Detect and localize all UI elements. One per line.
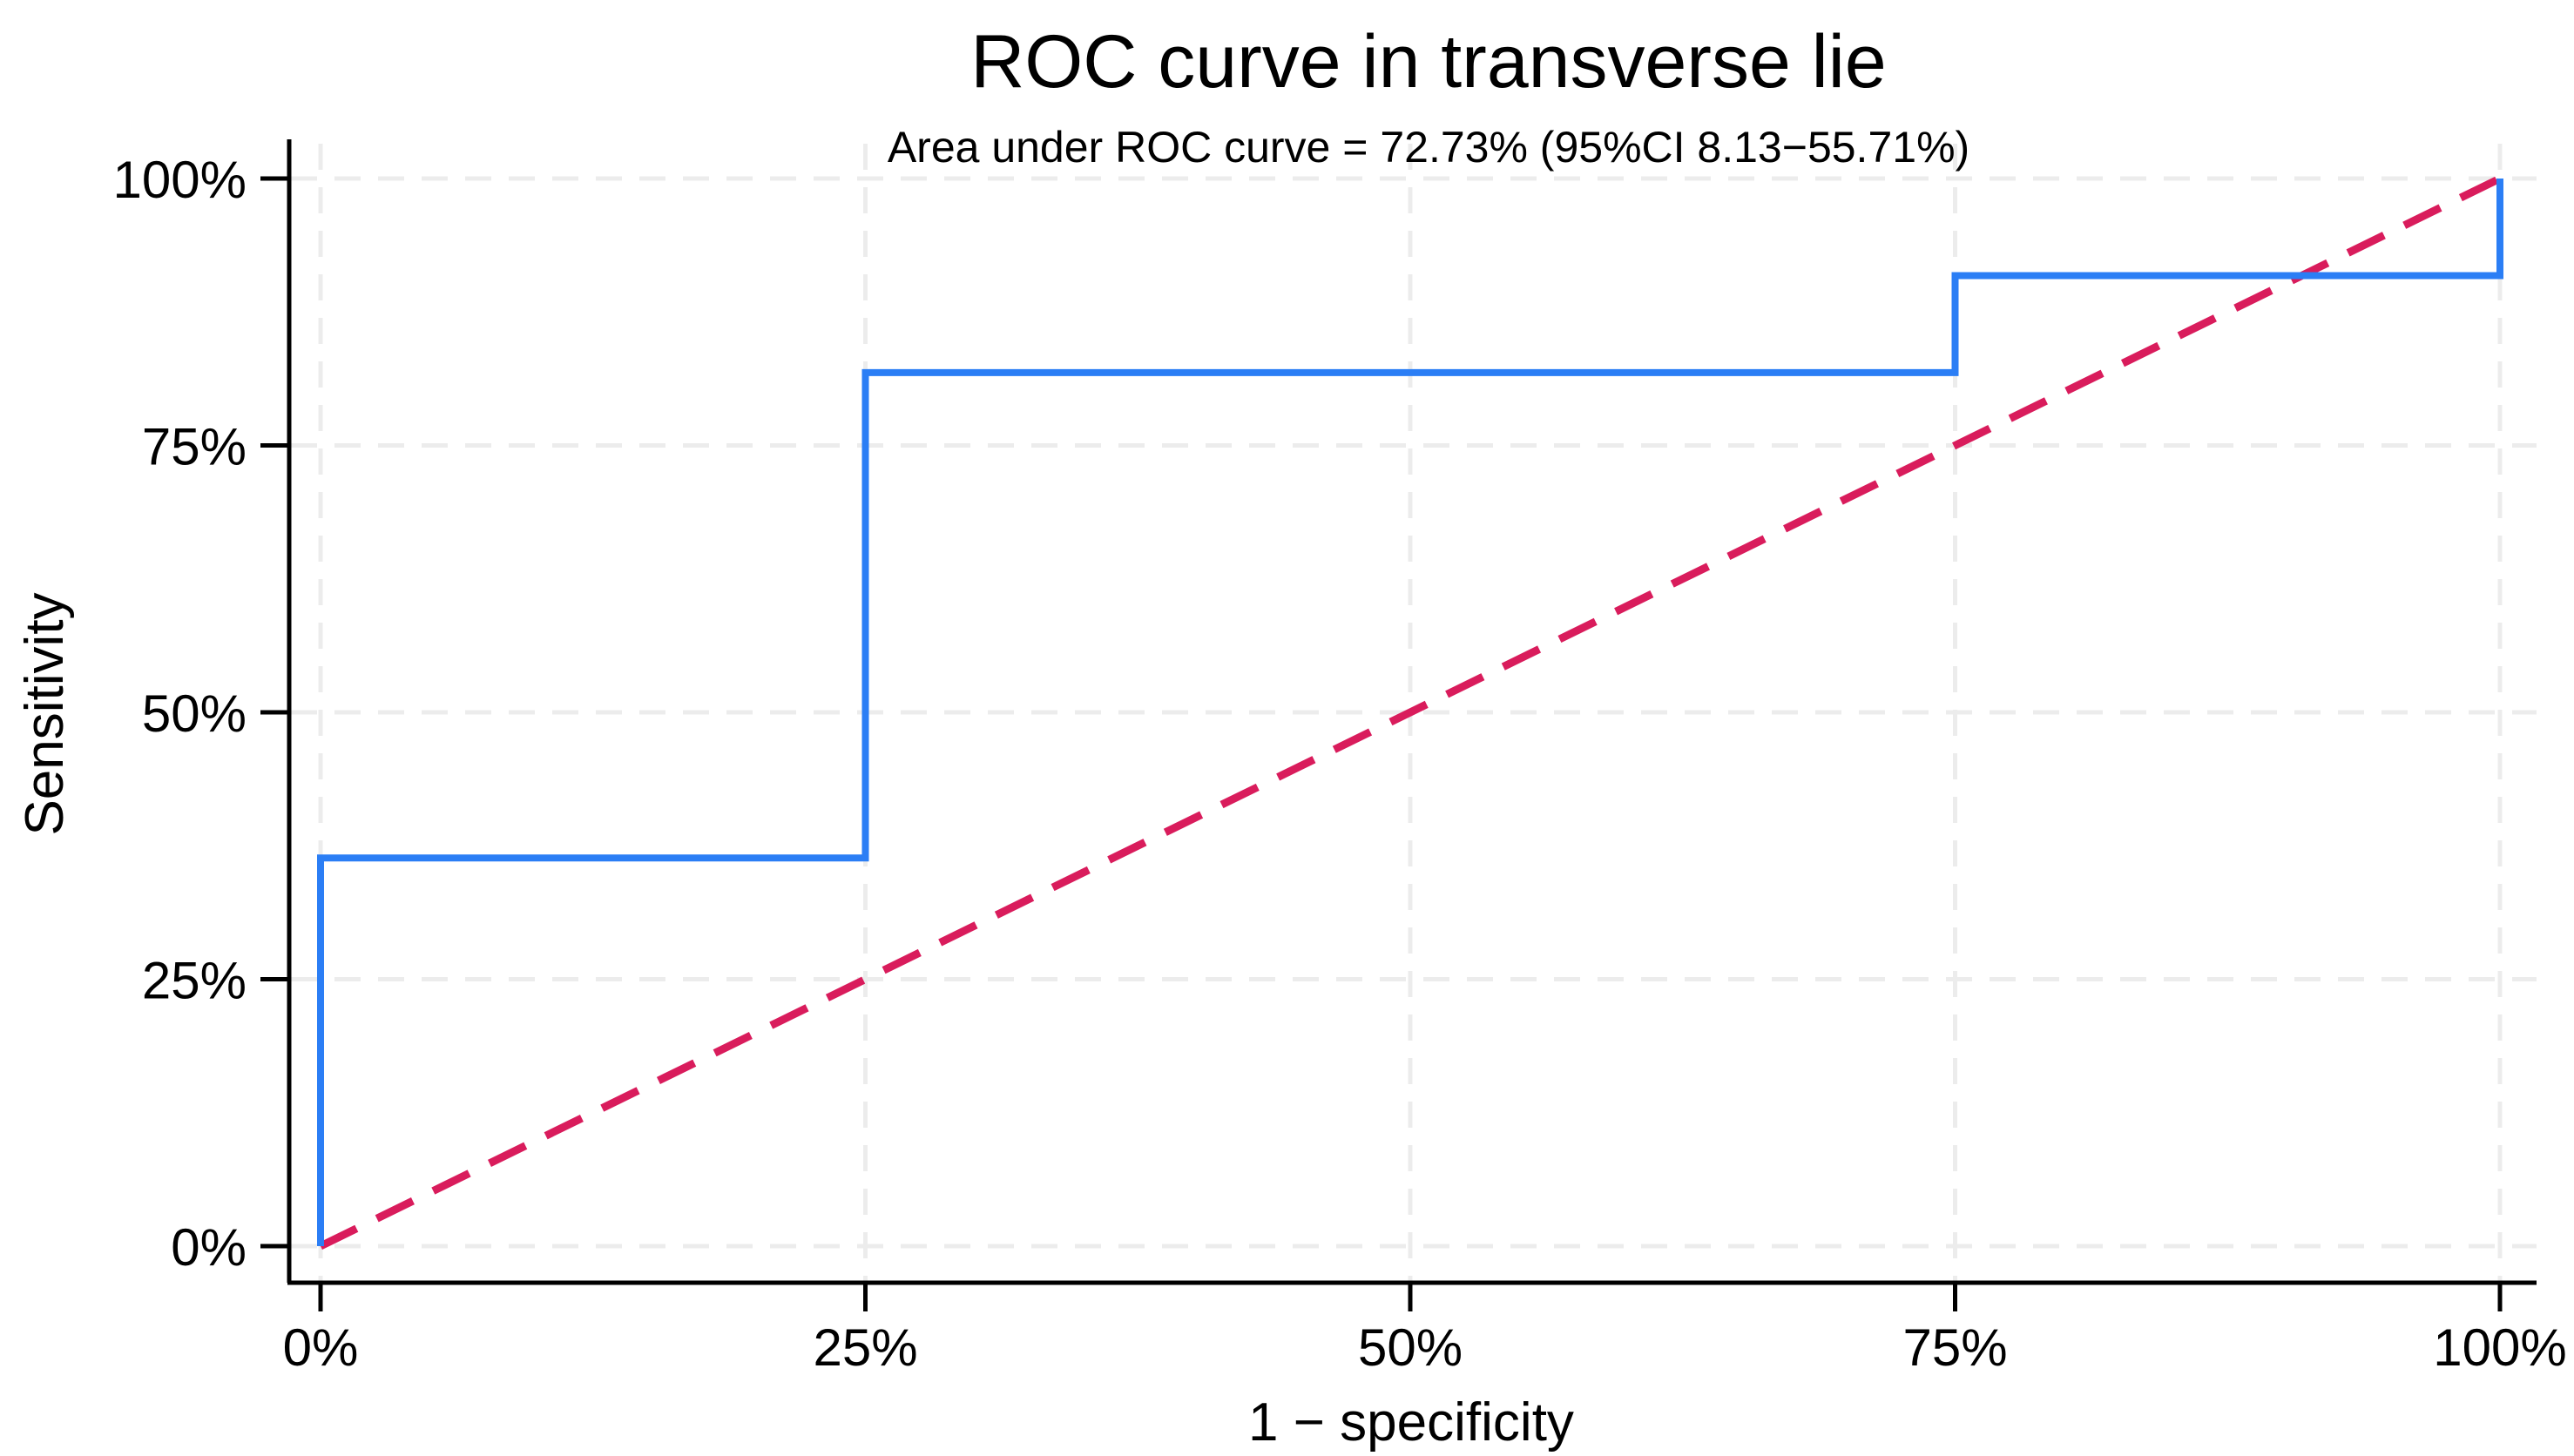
chart-title: ROC curve in transverse lie	[970, 20, 1886, 104]
x-tick-label: 100%	[2433, 1318, 2566, 1377]
roc-curve	[317, 179, 2503, 1246]
y-tick-marks	[260, 176, 289, 1249]
x-tick-labels: 0% 25% 50% 75% 100%	[283, 1318, 2567, 1377]
x-tick-label: 50%	[1358, 1318, 1463, 1377]
reference-line	[319, 174, 2502, 1250]
y-tick-label: 75%	[142, 418, 247, 476]
x-tick-label: 0%	[283, 1318, 359, 1377]
x-tick-label: 75%	[1902, 1318, 2007, 1377]
x-tick-marks	[318, 1283, 2503, 1311]
gridlines	[291, 144, 2537, 1281]
chart-subtitle: Area under ROC curve = 72.73% (95%CI 8.1…	[888, 123, 1969, 172]
y-tick-label: 0%	[171, 1218, 247, 1277]
x-axis-title: 1 − specificity	[1248, 1392, 1574, 1453]
y-tick-label: 50%	[142, 684, 247, 743]
x-tick-label: 25%	[813, 1318, 917, 1377]
y-tick-labels: 0% 25% 50% 75% 100%	[113, 151, 247, 1277]
y-tick-label: 25%	[142, 952, 247, 1010]
y-axis-title: Sensitivity	[15, 592, 75, 835]
y-tick-label: 100%	[113, 151, 247, 209]
series-lines	[317, 174, 2503, 1250]
